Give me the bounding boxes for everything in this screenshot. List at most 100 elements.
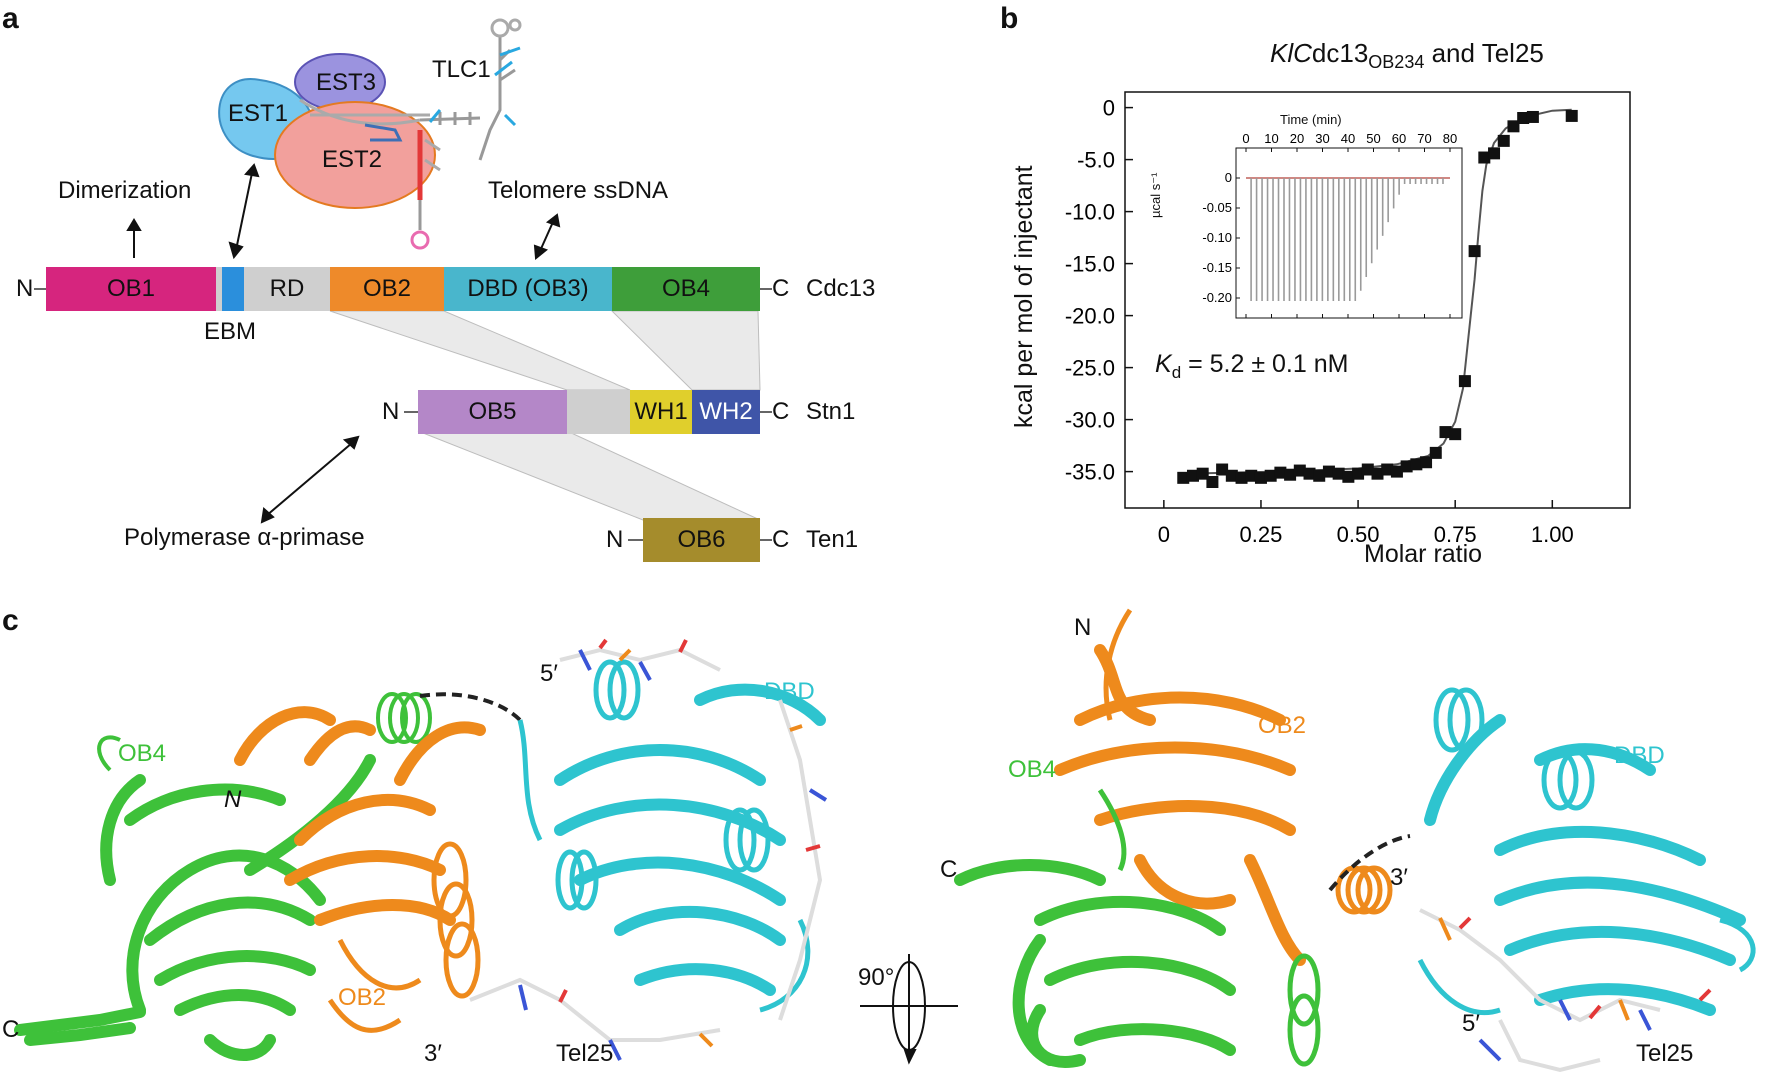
right-dbd-label: DBD — [1614, 742, 1665, 769]
inset-y-tick-label: -0.05 — [1202, 200, 1232, 215]
right-n-label: N — [1074, 614, 1092, 641]
x-tick-label: 0 — [1158, 522, 1170, 547]
data-point — [1517, 112, 1530, 124]
right-structure-orange-ob2 — [1054, 644, 1306, 966]
cdc13-domain-dbd: DBD (OB3) — [444, 267, 612, 311]
est1-label: EST1 — [228, 100, 289, 127]
left-ob4-label: OB4 — [118, 740, 167, 767]
data-point — [1361, 463, 1374, 476]
x-tick-label: 1.00 — [1531, 522, 1574, 547]
right-green-helix — [1097, 788, 1321, 1067]
tlc1-rna-icon — [398, 18, 522, 250]
data-point — [1565, 109, 1578, 122]
right-dna-tel25 — [1419, 908, 1712, 1073]
inset-x-tick-label: 40 — [1341, 131, 1355, 146]
right-cyan-helices — [1417, 687, 1756, 1016]
ten1-domain-ob6: OB6 — [643, 518, 760, 562]
data-point — [1507, 120, 1520, 133]
data-point — [1381, 463, 1394, 476]
left-green-helix — [97, 692, 432, 772]
dimerization-label: Dimerization — [58, 177, 192, 204]
rotation-symbol — [860, 954, 958, 1065]
cdc13-domain-ob1: OB1 — [46, 267, 216, 311]
data-point — [1245, 469, 1258, 482]
polymerase-primase-label: Polymerase α-primase — [124, 524, 365, 551]
data-point — [1458, 375, 1471, 388]
y-tick-label: -35.0 — [1065, 460, 1115, 485]
inset-y-tick-label: -0.10 — [1202, 230, 1232, 245]
y-tick-label: -10.0 — [1065, 200, 1115, 225]
y-tick-label: -25.0 — [1065, 356, 1115, 381]
data-point — [1284, 468, 1297, 481]
left-dbd-label: DBD — [764, 678, 815, 705]
left-c-label: C — [2, 1016, 20, 1043]
inset-y-tick-label: -0.15 — [1202, 260, 1232, 275]
stn1-domain-wh2: WH2 — [692, 390, 760, 434]
inset-xlabel: Time (min) — [1280, 112, 1342, 127]
data-point — [1254, 471, 1267, 484]
inset-y-tick-label: 0 — [1225, 170, 1232, 185]
cdc13-domain-ebm — [222, 267, 244, 311]
stn1-c-terminus: C — [772, 398, 790, 425]
ebm-label: EBM — [204, 318, 257, 345]
data-point — [1313, 469, 1326, 482]
right-ob4-label: OB4 — [1008, 756, 1057, 783]
data-point — [1400, 460, 1413, 473]
data-point — [1468, 245, 1481, 258]
panel-letter-c: c — [2, 604, 19, 637]
y-tick-label: -20.0 — [1065, 304, 1115, 329]
x-tick-label: 0.25 — [1240, 522, 1283, 547]
data-point — [1303, 467, 1316, 480]
panel-letter-a: a — [2, 2, 19, 35]
telomere-ssdna-label: Telomere ssDNA — [488, 177, 669, 204]
inset-x-tick-label: 0 — [1242, 131, 1249, 146]
kd-annotation: Kd = 5.2 ± 0.1 nM — [1155, 350, 1349, 382]
data-point — [1206, 476, 1219, 488]
left-structure-cyan-dbd — [554, 683, 826, 996]
y-tick-label: -15.0 — [1065, 252, 1115, 277]
right-disordered-linker — [1328, 834, 1411, 892]
data-point — [1449, 428, 1462, 441]
data-point — [1439, 426, 1452, 439]
tlc1-label: TLC1 — [432, 56, 491, 83]
right-structure-green-ob4 — [954, 859, 1236, 1068]
inset-x-tick-label: 80 — [1443, 131, 1457, 146]
inset-x-tick-label: 60 — [1392, 131, 1406, 146]
data-point — [1352, 467, 1365, 480]
data-point — [1526, 110, 1539, 123]
right-three-prime-label: 3′ — [1390, 864, 1408, 891]
data-point — [1429, 446, 1442, 459]
data-point — [1478, 151, 1491, 164]
cdc13-domain-ob4: OB4 — [612, 267, 760, 311]
left-structure-orange-ob2 — [234, 706, 486, 926]
data-point — [1177, 471, 1190, 484]
left-ob2-label: OB2 — [338, 984, 387, 1011]
y-tick-label: -30.0 — [1065, 408, 1115, 433]
stn1-n-terminus: N — [382, 398, 400, 425]
inset-x-tick-label: 50 — [1366, 131, 1380, 146]
panel-letter-b: b — [1000, 2, 1019, 35]
data-point — [1420, 456, 1433, 469]
stn1-domain-ob5: OB5 — [418, 390, 567, 434]
panel-a-arrows — [126, 163, 561, 524]
stn1-linker — [567, 390, 630, 434]
data-point — [1410, 458, 1423, 471]
cdc13-domain-ob2: OB2 — [330, 267, 444, 311]
telomerase-complex — [218, 53, 441, 209]
left-n-label: N — [224, 786, 242, 813]
data-point — [1293, 464, 1306, 477]
ten1-name: Ten1 — [806, 526, 859, 553]
left-disordered-linker — [419, 692, 522, 722]
data-point — [1497, 134, 1510, 147]
chart-title: KlCdc13OB234 and Tel25 — [1270, 38, 1544, 73]
inset-x-tick-label: 20 — [1290, 131, 1304, 146]
est3-label: EST3 — [316, 69, 377, 96]
data-point — [1390, 465, 1403, 478]
left-dna-tel25 — [469, 638, 828, 1061]
data-point — [1371, 467, 1384, 480]
data-point — [1196, 467, 1209, 480]
data-point — [1225, 469, 1238, 482]
